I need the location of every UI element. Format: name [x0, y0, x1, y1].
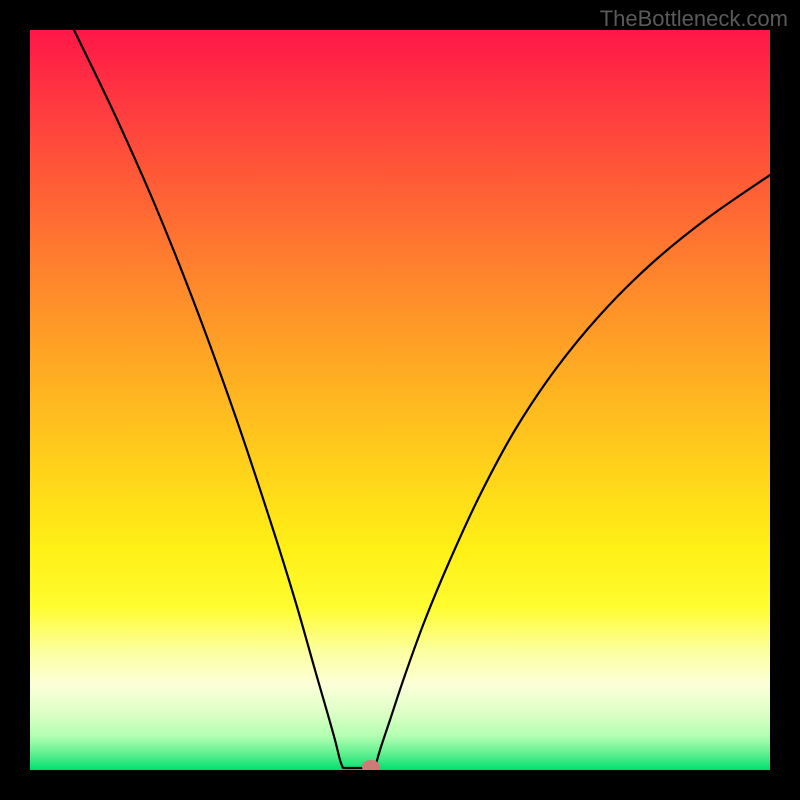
watermark-text: TheBottleneck.com: [600, 6, 788, 32]
bottleneck-curve: [30, 30, 770, 770]
chart-plot-area: [30, 30, 770, 770]
